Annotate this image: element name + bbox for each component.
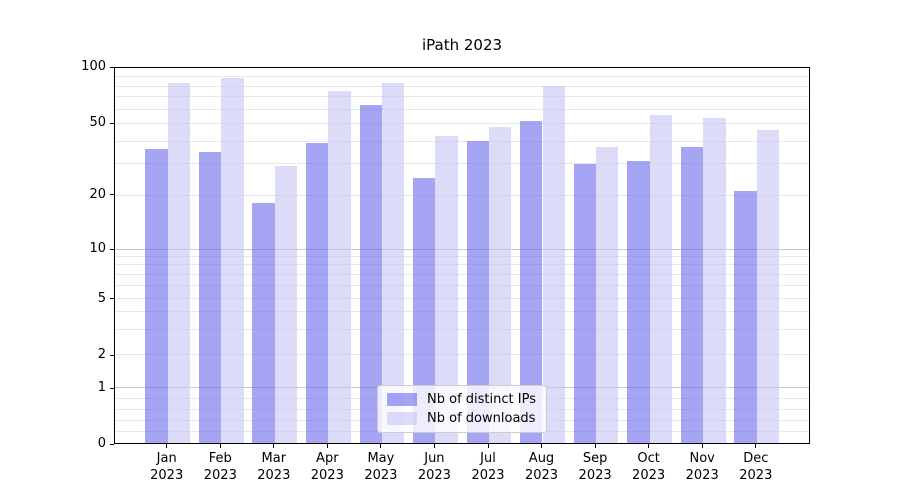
x-tick-mark-feb [219, 444, 221, 448]
x-tick-label-may: May 2023 [364, 451, 398, 483]
gridline-y-minor-60 [115, 108, 809, 110]
y-tick-label-2: 2 [97, 347, 106, 362]
bar-ips-feb [198, 151, 222, 443]
bar-downloads-dec [756, 130, 780, 443]
bar-ips-nov [680, 147, 704, 443]
gridline-y-minor-20 [115, 194, 809, 196]
y-tick-mark-5 [110, 298, 114, 299]
gridline-y-minor-7 [115, 273, 809, 275]
x-tick-mark-apr [326, 444, 328, 448]
bar-ips-jul [466, 141, 489, 443]
y-tick-mark-0 [110, 443, 114, 445]
legend-swatch-downloads [387, 412, 418, 425]
y-tick-mark-20 [110, 194, 114, 196]
gridline-y-minor-8 [115, 264, 809, 266]
gridline-y-minor-4 [115, 311, 809, 313]
bar-ips-may [359, 105, 382, 443]
y-tick-label-1: 1 [97, 380, 106, 395]
gridline-y-major-10 [115, 248, 809, 250]
x-tick-label-sep: Sep 2023 [578, 451, 612, 483]
x-tick-mark-dec [755, 444, 757, 448]
bar-downloads-nov [703, 117, 726, 443]
gridline-y-minor-2 [115, 354, 809, 355]
bar-ips-dec [734, 191, 757, 443]
bar-downloads-apr [328, 91, 351, 443]
legend-label-ips: Nb of distinct IPs [427, 392, 536, 407]
x-tick-label-jun: Jun 2023 [417, 451, 451, 483]
bar-downloads-jan [167, 83, 191, 443]
x-tick-label-dec: Dec 2023 [739, 451, 773, 483]
gridline-y-minor-6 [115, 284, 809, 286]
y-tick-label-0: 0 [97, 436, 106, 451]
y-tick-label-10: 10 [89, 241, 106, 257]
x-tick-mark-mar [273, 444, 275, 448]
x-tick-mark-oct [648, 444, 650, 448]
legend-label-downloads: Nb of downloads [427, 411, 536, 426]
gridline-y-minor-50 [115, 123, 809, 125]
bar-downloads-jul [489, 127, 512, 443]
x-tick-mark-may [380, 444, 382, 448]
y-tick-label-20: 20 [89, 186, 106, 202]
bar-ips-aug [520, 120, 543, 443]
bar-ips-jun [413, 177, 436, 443]
bar-downloads-oct [649, 114, 672, 443]
y-tick-label-100: 100 [81, 59, 106, 74]
x-tick-label-nov: Nov 2023 [685, 451, 719, 483]
legend-item-downloads: Nb of downloads [387, 411, 536, 426]
plot-area: Nb of distinct IPs Nb of downloads [114, 67, 810, 444]
bar-ips-oct [627, 161, 650, 443]
x-tick-mark-jul [487, 444, 489, 448]
x-tick-mark-nov [701, 444, 703, 448]
x-tick-label-aug: Aug 2023 [524, 451, 559, 483]
y-tick-mark-1 [110, 387, 114, 389]
x-tick-mark-jun [433, 444, 435, 448]
x-tick-label-feb: Feb 2023 [203, 451, 237, 483]
gridline-y-minor-40 [115, 140, 809, 142]
y-tick-mark-2 [110, 354, 114, 356]
x-tick-mark-jan [166, 444, 168, 448]
gridline-y-minor-30 [115, 163, 809, 165]
x-tick-mark-sep [594, 444, 596, 448]
bar-downloads-may [381, 83, 405, 443]
x-tick-label-oct: Oct 2023 [632, 451, 666, 483]
x-tick-label-jan: Jan 2023 [150, 451, 184, 483]
x-tick-label-jul: Jul 2023 [471, 451, 505, 483]
legend: Nb of distinct IPs Nb of downloads [377, 385, 547, 433]
y-tick-mark-10 [110, 248, 114, 250]
bar-downloads-aug [542, 86, 565, 443]
bar-ips-sep [573, 163, 597, 443]
bar-downloads-mar [274, 166, 298, 443]
gridline-y-minor-70 [115, 96, 809, 98]
chart-title: iPath 2023 [421, 36, 503, 54]
x-tick-mark-aug [541, 444, 542, 448]
bar-downloads-sep [596, 147, 619, 443]
legend-item-ips: Nb of distinct IPs [387, 392, 536, 407]
y-tick-label-50: 50 [89, 115, 106, 131]
legend-swatch-ips [387, 393, 418, 406]
y-tick-mark-50 [110, 122, 114, 124]
gridline-y-minor-3 [115, 329, 809, 331]
gridline-y-minor-90 [115, 76, 809, 77]
gridline-y-minor-5 [115, 297, 809, 299]
bar-downloads-jun [435, 135, 458, 443]
bar-ips-jan [145, 149, 168, 443]
gridline-y-minor-80 [115, 85, 809, 87]
bar-downloads-feb [221, 78, 244, 443]
bar-ips-mar [252, 203, 275, 443]
gridline-y-minor-9 [115, 256, 809, 258]
y-tick-mark-100 [110, 66, 114, 68]
x-tick-label-apr: Apr 2023 [310, 451, 344, 483]
y-tick-label-5: 5 [97, 290, 106, 306]
bar-ips-apr [305, 143, 329, 443]
x-tick-label-mar: Mar 2023 [257, 451, 291, 483]
